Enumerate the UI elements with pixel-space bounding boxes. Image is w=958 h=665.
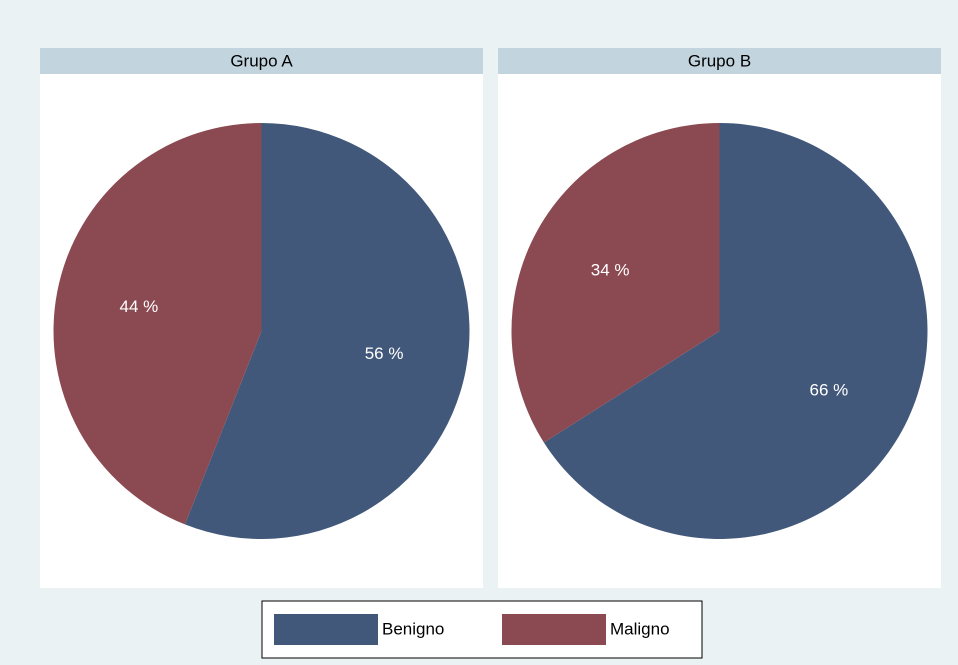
pie-slice xyxy=(53,123,262,525)
panel-title: Grupo A xyxy=(230,51,293,70)
slice-label: 56 % xyxy=(365,344,404,363)
panel-title: Grupo B xyxy=(688,51,751,70)
legend-swatch xyxy=(274,614,378,645)
slice-label: 34 % xyxy=(591,260,630,279)
slice-label: 44 % xyxy=(120,297,159,316)
pie-slice xyxy=(543,123,928,540)
legend-label: Benigno xyxy=(382,619,444,638)
legend-label: Maligno xyxy=(610,619,670,638)
legend-swatch xyxy=(502,614,606,645)
panel-header xyxy=(498,48,941,74)
pie-slice xyxy=(511,123,720,443)
pie-slice xyxy=(184,123,470,539)
slice-label: 66 % xyxy=(809,381,848,400)
panel-header xyxy=(40,48,483,74)
